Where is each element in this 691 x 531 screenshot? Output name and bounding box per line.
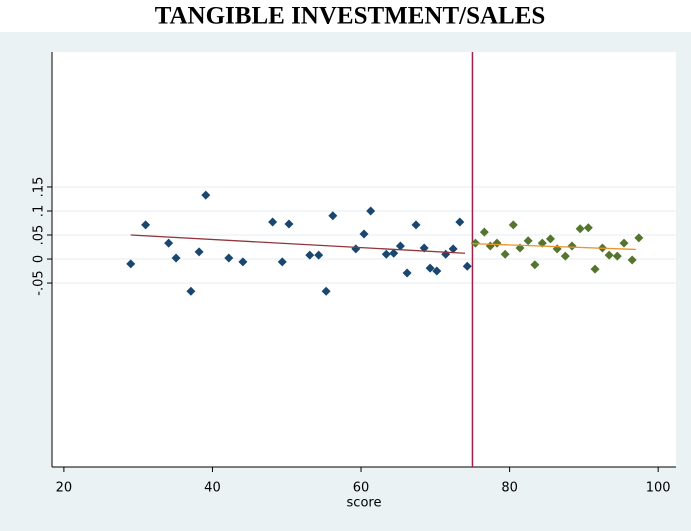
x-axis-label: score [347, 496, 382, 511]
data-point [590, 264, 600, 274]
y-tick-label: -.05 [32, 270, 47, 295]
data-point [567, 241, 577, 251]
data-point [448, 244, 458, 254]
data-point [284, 219, 294, 229]
data-point [492, 238, 502, 248]
y-tick-label: .15 [32, 177, 47, 198]
data-point [194, 247, 204, 257]
data-point [238, 257, 248, 267]
data-point [612, 251, 622, 261]
data-point [634, 233, 644, 243]
data-point [619, 238, 629, 248]
data-point [432, 266, 442, 276]
data-point [224, 253, 234, 263]
data-point [523, 236, 533, 246]
data-point [321, 286, 331, 296]
data-point [126, 259, 136, 269]
data-point [381, 249, 391, 259]
data-point [389, 248, 399, 258]
data-point [500, 249, 510, 259]
data-point [545, 234, 555, 244]
data-point [508, 220, 518, 230]
x-tick-label: 80 [501, 481, 518, 496]
data-point [201, 190, 211, 200]
data-point [530, 260, 540, 270]
data-point [627, 255, 637, 265]
data-point [395, 241, 405, 251]
chart-title: TANGIBLE INVESTMENT/SALES [155, 3, 546, 30]
fit-line [130, 234, 466, 254]
data-point [186, 286, 196, 296]
data-point [366, 206, 376, 216]
x-tick-label: 40 [204, 481, 221, 496]
data-point [268, 217, 278, 227]
data-point [479, 227, 489, 237]
fit-line [472, 242, 636, 251]
x-tick-label: 100 [646, 481, 671, 496]
data-point [583, 223, 593, 233]
data-point [575, 224, 585, 234]
data-point [141, 220, 151, 230]
data-point [328, 211, 338, 221]
data-point [560, 251, 570, 261]
data-point [359, 229, 369, 239]
data-point [314, 250, 324, 260]
y-tick-label: .05 [32, 225, 47, 246]
data-point [462, 261, 472, 271]
data-point [164, 238, 174, 248]
data-point [411, 220, 421, 230]
data-point [277, 257, 287, 267]
y-tick-label: 0 [32, 255, 47, 263]
data-point [419, 243, 429, 253]
data-point [402, 268, 412, 278]
data-point [171, 253, 181, 263]
x-tick-label: 20 [56, 481, 73, 496]
data-point [455, 217, 465, 227]
y-tick-label: .1 [32, 205, 47, 217]
data-point [425, 263, 435, 273]
x-tick-label: 60 [353, 481, 370, 496]
data-point [604, 250, 614, 260]
data-point [305, 250, 315, 260]
